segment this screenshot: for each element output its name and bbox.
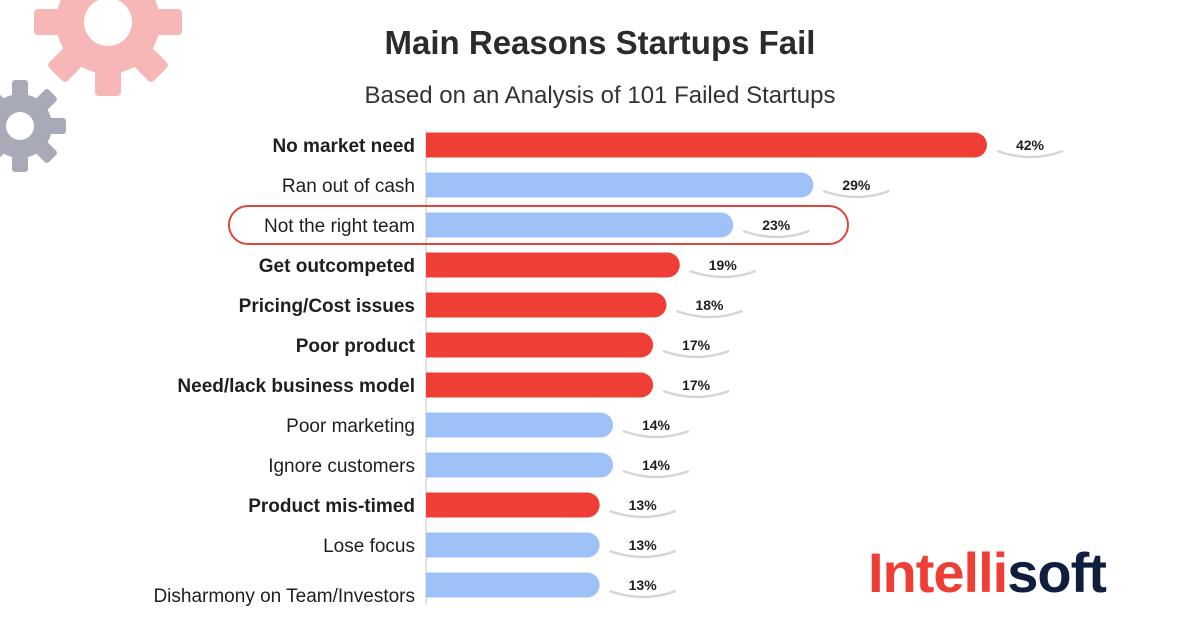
value-label-shadow [676,309,743,319]
value-label-shadow [996,149,1064,159]
value-label: 17% [682,337,711,353]
value-label: 29% [842,177,871,193]
value-label-group: 17% [662,377,730,399]
category-label: Product mis-timed [248,496,415,517]
value-label-shadow [622,469,690,479]
value-label-group: 29% [822,177,890,199]
bar [426,252,680,278]
value-label-shadow [609,589,677,599]
category-label: Need/lack business model [177,376,415,397]
value-label-shadow [609,549,677,559]
value-label-shadow [822,189,890,199]
category-label: Poor product [296,336,416,357]
category-label: Not the right team [264,216,415,237]
highlight-outline [228,205,849,245]
bar-base [426,532,439,558]
value-label: 18% [695,297,724,313]
value-label: 19% [709,257,738,273]
value-label-group: 17% [662,337,730,359]
category-label: Lose focus [323,536,415,557]
bar-base [426,412,439,438]
value-label-shadow [742,229,810,239]
category-label: Disharmony on Team/Investors [153,586,415,607]
bar [426,532,600,558]
category-label: Ignore customers [268,456,415,477]
value-label: 13% [629,497,658,513]
value-label-group: 18% [676,297,743,319]
bar-base [426,452,439,478]
value-label: 13% [629,537,658,553]
value-label-shadow [622,429,690,439]
bar-base [426,292,439,318]
value-label: 17% [682,377,711,393]
category-label: Poor marketing [286,416,415,437]
value-label-shadow [609,509,677,519]
value-label-group: 13% [609,577,677,599]
bar [426,572,600,598]
bar [426,212,734,238]
bar-base [426,572,439,598]
bar [426,492,600,518]
value-label-group: 42% [996,137,1064,159]
value-label-shadow [689,269,757,279]
value-label: 23% [762,217,791,233]
chart-title: Main Reasons Startups Fail [384,24,816,61]
value-label-group: 23% [742,217,810,239]
category-label: Pricing/Cost issues [239,296,415,317]
bar-base [426,252,439,278]
bar [426,372,654,398]
value-label-group: 19% [689,257,757,279]
bar-base [426,132,439,158]
value-label: 14% [642,457,671,473]
bar-base [426,332,439,358]
intellisoft-logo: Intellisoft [868,541,1107,604]
bar-base [426,492,439,518]
value-label-group: 13% [609,537,677,559]
bar [426,132,987,158]
category-label: Get outcompeted [259,256,415,277]
value-label-group: 14% [622,457,690,479]
value-label-group: 13% [609,497,677,519]
bar-base [426,372,439,398]
gear-pink-icon [34,0,182,96]
value-label-shadow [662,389,730,399]
value-label: 13% [629,577,658,593]
bar [426,412,613,438]
gear-gray-icon [0,80,66,172]
bar-base [426,212,439,238]
bar-base [426,172,439,198]
chart-subtitle: Based on an Analysis of 101 Failed Start… [364,82,836,109]
bar [426,452,613,478]
value-label-shadow [662,349,730,359]
bar [426,332,654,358]
value-label: 14% [642,417,671,433]
category-label: No market need [272,136,415,157]
value-label: 42% [1016,137,1045,153]
category-label: Ran out of cash [282,176,415,197]
bar [426,292,667,318]
bar [426,172,814,198]
value-label-group: 14% [622,417,690,439]
